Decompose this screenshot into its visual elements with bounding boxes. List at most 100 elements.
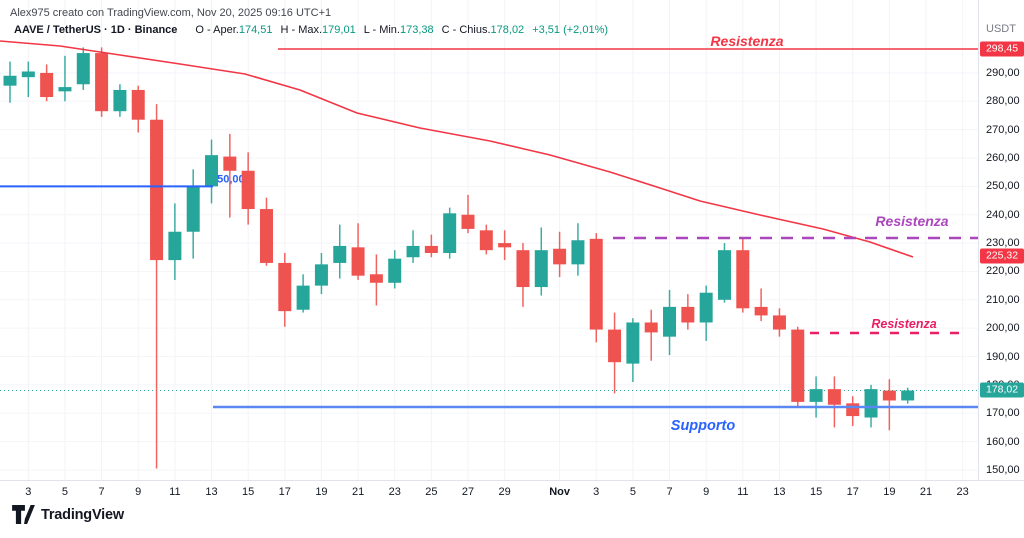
x-axis-tick: 17 [846, 486, 859, 498]
ohlc-label: C - Chius. [441, 24, 491, 36]
x-axis-tick: 19 [315, 486, 328, 498]
resistance-label-low[interactable]: Resistenza [871, 317, 937, 331]
tradingview-logo-icon [12, 505, 35, 524]
candle [699, 292, 713, 323]
candle [443, 213, 457, 254]
symbol-legend[interactable]: AAVE / TetherUS · 1D · Binance O - Aper.1… [14, 24, 608, 36]
candle [663, 306, 677, 337]
price-badge: 298,45 [980, 41, 1024, 57]
resistance-label-mid[interactable]: Resistenza [875, 213, 949, 229]
x-axis-tick: 3 [593, 486, 600, 498]
x-axis-tick: 13 [773, 486, 786, 498]
candle [754, 306, 768, 316]
x-axis-tick: 15 [242, 486, 255, 498]
y-axis-tick: 250,00 [986, 180, 1020, 193]
candle [772, 315, 786, 330]
y-axis-tick: 200,00 [986, 322, 1020, 335]
x-axis-tick: 7 [666, 486, 673, 498]
x-axis-tick: 19 [883, 486, 896, 498]
support-label[interactable]: Supporto [670, 418, 736, 434]
y-axis-tick: 280,00 [986, 95, 1020, 108]
candle [644, 322, 658, 333]
candle [40, 72, 54, 98]
time-axis[interactable]: 3 5 7 9 11 13 15 17 19 21 23 25 27 29 Nov 3 5 7 9 11 13 15 17 1… [0, 480, 1024, 509]
ma-line [0, 40, 914, 258]
candle [736, 250, 750, 309]
candle [461, 214, 475, 229]
ohlc-value: 173,38 [399, 24, 434, 36]
candle [369, 274, 383, 283]
ohlc-value: 179,01 [322, 24, 356, 36]
candle [314, 264, 328, 286]
x-axis-tick: 21 [919, 486, 933, 498]
price-axis[interactable]: USDT 290,00 280,00 270,00 260,00 250,00 240,0… [978, 0, 1024, 480]
candle [608, 329, 622, 363]
candle [351, 247, 365, 276]
tradingview-logo[interactable]: TradingView [12, 505, 124, 524]
candle [827, 389, 841, 405]
candle [846, 403, 860, 417]
candle [424, 245, 438, 254]
candle [406, 245, 420, 258]
candle [241, 170, 255, 210]
candle [58, 87, 72, 92]
candle [223, 156, 237, 171]
candle [3, 75, 17, 86]
x-axis-tick: 15 [809, 486, 823, 498]
ohlc-values: O - Aper.174,51 H - Max.179,01 L - Min.173… [187, 24, 524, 36]
candle [131, 89, 145, 120]
candle [534, 250, 548, 288]
price-badge: 225,32 [980, 248, 1024, 264]
y-axis-tick: 220,00 [986, 265, 1020, 278]
ohlc-label: L - Min. [363, 24, 400, 36]
candle [681, 306, 695, 323]
attribution-text: Alex975 creato con TradingView.com, Nov … [10, 7, 332, 19]
x-axis-tick: 9 [703, 486, 710, 498]
candle [296, 285, 310, 310]
x-axis-tick: 23 [388, 486, 401, 498]
candle [479, 230, 493, 251]
candle [882, 390, 896, 401]
candle [589, 238, 603, 330]
x-axis-tick: 11 [737, 486, 749, 498]
resistance-label-top[interactable]: Resistenza [710, 33, 784, 49]
candle [901, 390, 915, 401]
candle [113, 89, 127, 112]
price-change: +3,51 (+2,01%) [532, 24, 609, 36]
x-axis-tick: 7 [98, 486, 105, 498]
candle [553, 248, 567, 265]
x-axis-tick: 5 [61, 486, 69, 498]
candle [21, 71, 35, 78]
x-axis-tick: 27 [461, 486, 475, 498]
y-axis-tick: 170,00 [986, 407, 1020, 420]
candle [498, 243, 512, 248]
x-axis-tick: 25 [425, 486, 438, 498]
y-axis-tick: 270,00 [986, 123, 1020, 136]
candle [809, 389, 823, 402]
ohlc-label: H - Max. [280, 24, 323, 36]
x-axis-tick: 17 [278, 486, 291, 498]
candle [278, 262, 292, 312]
symbol-title: AAVE / TetherUS · 1D · Binance [14, 24, 178, 36]
axis-unit-label: USDT [986, 23, 1016, 35]
ohlc-value: 178,02 [490, 24, 525, 36]
x-axis-tick: 3 [25, 486, 32, 498]
candle [76, 53, 90, 85]
candle [95, 53, 109, 112]
tradingview-logo-text: TradingView [41, 506, 124, 523]
level-label-250[interactable]: 250,00 [211, 173, 245, 185]
candle [864, 389, 878, 418]
x-axis-tick: 11 [169, 486, 181, 498]
candle [388, 258, 402, 283]
candle [205, 155, 219, 187]
x-axis-tick: 13 [205, 486, 218, 498]
candle [168, 231, 182, 261]
candle [571, 240, 585, 265]
y-axis-tick: 290,00 [986, 66, 1020, 79]
price-badge: 178,02 [980, 382, 1024, 398]
y-axis-tick: 230,00 [986, 237, 1020, 250]
ohlc-value: 174,51 [238, 24, 273, 36]
y-axis-tick: 260,00 [986, 152, 1020, 164]
price-chart[interactable]: 250,00 [0, 0, 978, 480]
x-axis-tick: 29 [498, 486, 511, 498]
